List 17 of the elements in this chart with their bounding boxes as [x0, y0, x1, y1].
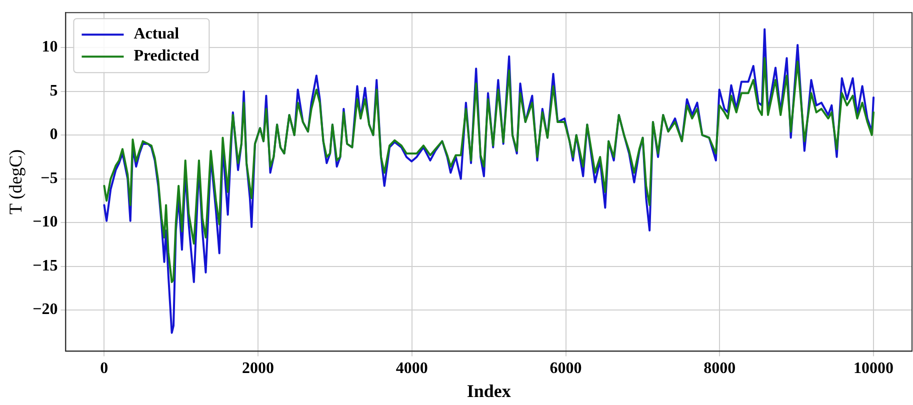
x-tick-label: 8000	[704, 360, 736, 377]
y-axis-title: T (degC)	[6, 149, 26, 214]
x-axis-title: Index	[466, 380, 511, 401]
y-tick-label: −10	[32, 214, 58, 231]
y-tick-label: −5	[40, 170, 58, 187]
y-tick-label: 0	[50, 126, 58, 144]
x-tick-label: 2000	[242, 360, 274, 377]
y-tick-label: 10	[42, 38, 58, 56]
x-tick-label: 0	[100, 360, 108, 377]
legend-label: Actual	[134, 26, 180, 43]
y-tick-label: 5	[50, 82, 58, 100]
x-tick-label: 6000	[550, 360, 582, 377]
legend-label: Predicted	[134, 48, 200, 65]
y-tick-label: −15	[32, 257, 58, 274]
x-tick-label: 10000	[854, 360, 894, 377]
y-tick-label: −20	[32, 301, 58, 318]
x-tick-label: 4000	[396, 360, 428, 377]
